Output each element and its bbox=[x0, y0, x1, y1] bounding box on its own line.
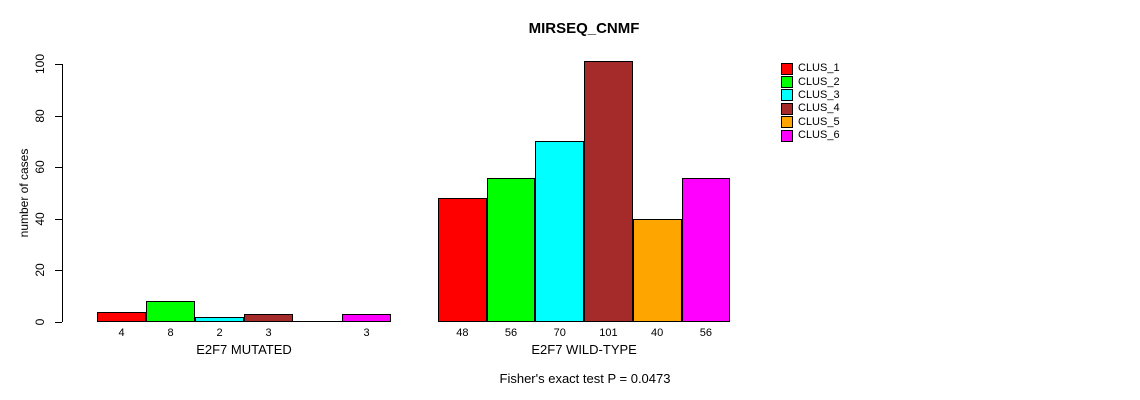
bar-clus_4 bbox=[584, 61, 633, 322]
y-tick-label: 100 bbox=[33, 53, 47, 75]
legend-row-clus_3: CLUS_3 bbox=[781, 89, 840, 102]
legend-label: CLUS_6 bbox=[798, 129, 840, 142]
bar-clus_2 bbox=[146, 301, 195, 322]
bar-value-label: 40 bbox=[651, 327, 664, 339]
legend-swatch bbox=[781, 129, 793, 142]
bar-value-label: 3 bbox=[363, 327, 370, 339]
y-axis-line bbox=[62, 64, 63, 322]
bar-value-label: 2 bbox=[216, 327, 223, 339]
bar-clus_4 bbox=[244, 314, 293, 322]
y-tick bbox=[55, 270, 62, 272]
legend-label: CLUS_5 bbox=[798, 115, 840, 128]
bar-clus_6 bbox=[682, 178, 730, 322]
group-label: E2F7 MUTATED bbox=[196, 342, 292, 357]
bar-clus_1 bbox=[438, 198, 487, 322]
group-label: E2F7 WILD-TYPE bbox=[531, 342, 637, 357]
legend-label: CLUS_4 bbox=[798, 102, 840, 115]
y-tick bbox=[55, 64, 62, 65]
bar-clus_2 bbox=[487, 178, 535, 322]
bar-value-label: 56 bbox=[699, 327, 712, 339]
bar-clus_5-zero bbox=[293, 321, 342, 322]
y-tick bbox=[55, 167, 62, 169]
y-tick-label: 0 bbox=[33, 318, 47, 326]
legend-label: CLUS_2 bbox=[798, 75, 840, 88]
legend-swatch bbox=[781, 62, 793, 75]
legend-row-clus_1: CLUS_1 bbox=[781, 62, 840, 75]
bar-clus_6 bbox=[342, 314, 391, 322]
y-tick bbox=[55, 218, 62, 220]
chart-title: MIRSEQ_CNMF bbox=[528, 20, 640, 37]
bar-value-label: 70 bbox=[553, 327, 566, 339]
legend-label: CLUS_1 bbox=[798, 62, 840, 75]
bar-clus_5 bbox=[633, 219, 682, 322]
y-tick-label: 20 bbox=[33, 263, 47, 278]
bar-value-label: 8 bbox=[167, 327, 174, 339]
bar-value-label: 48 bbox=[456, 327, 469, 339]
bar-value-label: 101 bbox=[599, 327, 618, 339]
legend-row-clus_2: CLUS_2 bbox=[781, 75, 840, 89]
bar-clus_1 bbox=[97, 312, 146, 322]
legend-swatch bbox=[781, 76, 793, 89]
y-tick bbox=[55, 322, 62, 323]
y-tick-label: 40 bbox=[33, 212, 47, 226]
legend-swatch bbox=[781, 89, 793, 102]
y-tick bbox=[55, 115, 62, 117]
fisher-test-subtitle: Fisher's exact test P = 0.0473 bbox=[499, 371, 671, 386]
legend-swatch bbox=[781, 116, 793, 129]
legend-swatch bbox=[781, 102, 793, 115]
legend-row-clus_5: CLUS_5 bbox=[781, 116, 840, 129]
legend-row-clus_4: CLUS_4 bbox=[781, 102, 840, 115]
bar-clus_3 bbox=[535, 141, 584, 322]
y-tick-label: 80 bbox=[33, 108, 47, 123]
legend-row-clus_6: CLUS_6 bbox=[781, 129, 840, 142]
legend: CLUS_1 CLUS_2 CLUS_3 CLUS_4 CLUS_5 CLUS_6 bbox=[781, 62, 840, 142]
bar-value-label: 3 bbox=[265, 327, 272, 339]
bar-value-label: 56 bbox=[504, 327, 518, 339]
y-axis-label: number of cases bbox=[17, 148, 31, 238]
legend-label: CLUS_3 bbox=[798, 88, 840, 101]
bar-value-label: 4 bbox=[118, 327, 125, 339]
bar-clus_3 bbox=[195, 317, 244, 322]
y-tick-label: 60 bbox=[33, 160, 47, 174]
